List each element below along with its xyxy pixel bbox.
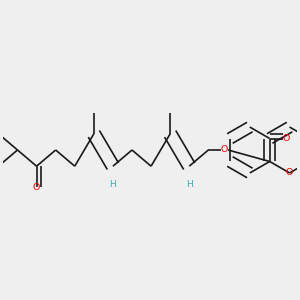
Text: H: H [186,181,193,190]
Text: O: O [33,183,40,192]
Text: O: O [286,169,293,178]
Text: H: H [110,181,116,190]
Text: O: O [221,146,228,154]
Text: O: O [283,134,290,143]
